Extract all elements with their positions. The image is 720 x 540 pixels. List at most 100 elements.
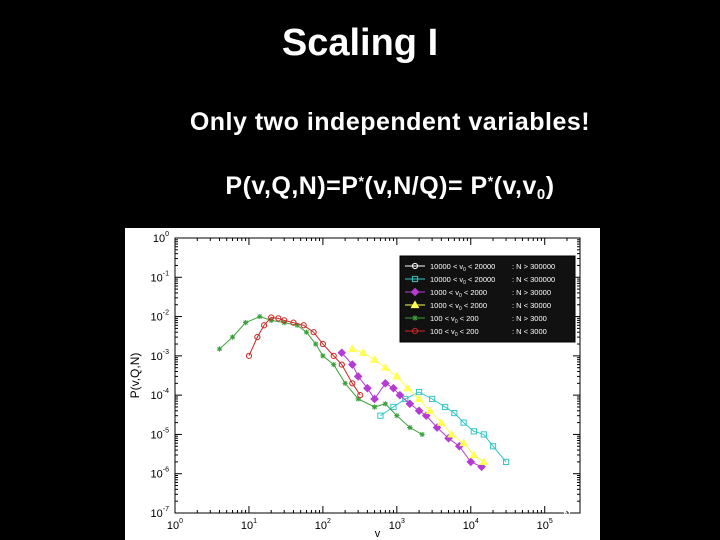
slide-subtitle: Only two independent variables! <box>189 108 591 136</box>
data-point <box>353 372 363 381</box>
data-point <box>358 348 368 356</box>
data-point <box>380 363 390 371</box>
legend-label: 1000 < v0 < 2000 <box>430 288 487 299</box>
data-point <box>338 361 345 368</box>
data-point <box>421 411 431 420</box>
data-point <box>479 457 489 465</box>
scaling-formula: P(v,Q,N)=P*(v,N/Q)= P*(v,v0) <box>0 172 720 203</box>
data-point <box>410 287 420 297</box>
data-point <box>348 360 357 369</box>
data-point <box>395 390 405 400</box>
formula-star-1: * <box>358 173 365 189</box>
data-point <box>442 403 449 411</box>
data-point <box>563 509 571 517</box>
data-point <box>466 457 476 467</box>
data-point <box>473 435 480 442</box>
y-tick-label: 10-1 <box>151 270 170 284</box>
data-point <box>414 406 424 416</box>
data-point <box>294 322 300 328</box>
data-point <box>394 413 400 419</box>
data-point <box>364 403 371 411</box>
formula-part-2: (v,N/Q)= P <box>364 172 488 200</box>
data-point <box>370 355 380 363</box>
data-point <box>489 443 497 450</box>
data-point <box>459 438 469 447</box>
data-point <box>300 322 307 329</box>
data-point <box>547 502 554 510</box>
plot-frame <box>174 237 581 514</box>
data-point <box>429 395 436 403</box>
data-point <box>480 431 487 438</box>
data-point <box>310 329 317 336</box>
legend-condition: : N > 30000 <box>512 288 551 297</box>
data-point <box>392 371 402 380</box>
data-point <box>229 334 236 340</box>
data-point <box>319 340 326 348</box>
legend-label: 10000 < v0 < 20000 <box>430 262 495 273</box>
series-line <box>380 391 507 463</box>
legend-label: 100 < v0 < 200 <box>430 327 479 338</box>
x-tick-label: 104 <box>463 518 479 532</box>
data-point <box>377 388 384 396</box>
chart-panel: 100 101 102 103 104 105 100 10-1 10-2 10-3 10-4 10-… <box>125 228 600 540</box>
series-line <box>341 352 482 468</box>
data-point <box>445 419 452 426</box>
data-point <box>347 344 357 353</box>
data-point <box>425 406 435 414</box>
series-line <box>248 316 361 396</box>
data-point <box>390 403 397 411</box>
legend-label: 1000 < v0 < 2000 <box>430 301 487 312</box>
series-line <box>367 387 568 514</box>
data-point <box>216 346 223 352</box>
y-tick-label: 10-5 <box>151 427 170 441</box>
data-point <box>281 317 288 324</box>
data-point <box>254 334 261 341</box>
data-point <box>402 395 409 403</box>
data-point <box>257 313 263 320</box>
data-point <box>447 429 457 438</box>
legend-condition: : N > 300000 <box>512 262 555 271</box>
data-point <box>342 380 348 386</box>
data-point <box>436 418 446 426</box>
data-point <box>260 322 268 329</box>
data-point <box>451 409 458 417</box>
data-point <box>432 423 442 432</box>
slide-title: Scaling I <box>281 22 439 64</box>
data-point <box>411 275 419 283</box>
data-point <box>331 361 337 368</box>
data-point <box>355 396 361 402</box>
data-point <box>320 353 326 359</box>
legend-condition: : N < 30000 <box>512 301 551 310</box>
data-point <box>411 262 419 270</box>
formula-star-2: * <box>487 173 494 189</box>
formula-subscript: 0 <box>536 186 546 203</box>
x-tick-label: 105 <box>537 518 553 532</box>
data-point <box>411 327 419 335</box>
data-point <box>370 394 379 404</box>
data-point <box>414 394 424 403</box>
y-tick-label: 10-2 <box>151 310 170 324</box>
formula-part-3: (v,v <box>493 172 537 200</box>
data-point <box>469 450 479 459</box>
data-point <box>363 383 372 393</box>
data-point <box>377 412 384 419</box>
data-point <box>419 431 425 438</box>
legend-condition: : N < 300000 <box>512 275 555 284</box>
data-point <box>519 470 526 477</box>
data-point <box>330 352 337 359</box>
data-point <box>381 379 390 388</box>
data-point <box>382 401 388 407</box>
x-tick-label: 103 <box>389 518 405 532</box>
data-point <box>405 399 415 409</box>
y-tick-label: 10-4 <box>151 388 170 402</box>
y-tick-label: 10-6 <box>151 467 170 481</box>
data-point <box>477 462 486 472</box>
data-point <box>245 352 253 359</box>
x-tick-label: 100 <box>167 518 183 532</box>
series-4 <box>347 344 489 465</box>
data-point <box>502 458 510 465</box>
legend-box <box>399 255 576 343</box>
series-line <box>219 316 423 435</box>
data-point <box>275 315 282 322</box>
x-axis-label: v <box>375 528 381 540</box>
